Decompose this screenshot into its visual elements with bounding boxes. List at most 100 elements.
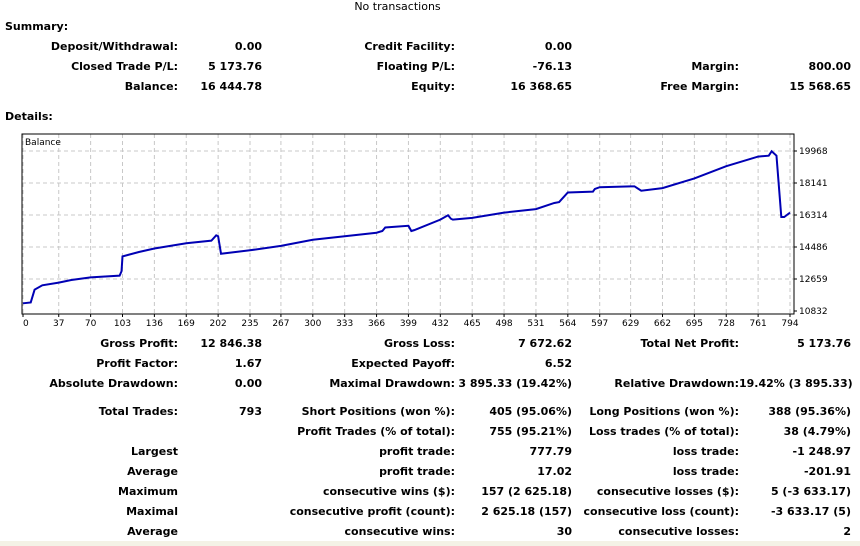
details-row: Profit Factor: 1.67 Expected Payoff: 6.52: [0, 357, 860, 371]
label-cell: Largest: [131, 445, 178, 458]
value-cell: 5 173.76: [797, 337, 851, 350]
label-cell: consecutive profit (count):: [289, 505, 455, 518]
value-cell: 6.52: [544, 357, 572, 370]
chart-frame: [21, 133, 795, 315]
x-tick-label: 202: [210, 319, 227, 329]
x-tick-label: 399: [400, 319, 417, 329]
label-cell: Maximal Drawdown:: [329, 377, 455, 390]
x-tick-label: 235: [241, 319, 258, 329]
x-tick-label: 366: [368, 319, 385, 329]
summary-row: Balance: 16 444.78 Equity: 16 368.65 Free Ma…: [0, 80, 860, 94]
label-cell: Credit Facility:: [364, 40, 455, 53]
y-tick-label: 12659: [799, 275, 828, 285]
label-cell: Gross Loss:: [384, 337, 455, 350]
label-cell: Margin:: [691, 60, 739, 73]
value-cell: 755 (95.21%): [489, 425, 572, 438]
label-cell: Long Positions (won %):: [589, 405, 739, 418]
x-tick-label: 103: [114, 319, 131, 329]
value-cell: 405 (95.06%): [489, 405, 572, 418]
no-transactions-text: No transactions: [354, 0, 441, 13]
label-cell: Gross Profit:: [100, 337, 178, 350]
details-row: Average profit trade: 17.02 loss trade: -201…: [0, 465, 860, 479]
value-cell: 0.00: [234, 40, 262, 53]
balance-line: [22, 149, 791, 305]
x-tick-label: 761: [750, 319, 767, 329]
value-cell: 16 444.78: [200, 80, 262, 93]
label-cell: Short Positions (won %):: [301, 405, 455, 418]
value-cell: -3 633.17 (5): [770, 505, 851, 518]
label-cell: Free Margin:: [660, 80, 739, 93]
label-cell: consecutive losses:: [618, 525, 739, 538]
label-cell: Equity:: [411, 80, 455, 93]
x-tick-label: 300: [304, 319, 321, 329]
details-row: Profit Trades (% of total): 755 (95.21%) L…: [0, 425, 860, 439]
label-cell: profit trade:: [379, 445, 455, 458]
label-cell: Relative Drawdown:: [614, 377, 739, 390]
label-cell: Total Net Profit:: [640, 337, 740, 350]
value-cell: 1.67: [234, 357, 262, 370]
x-tick-label: 531: [527, 319, 544, 329]
value-cell: 30: [556, 525, 572, 538]
x-tick-label: 432: [432, 319, 449, 329]
label-cell: Average: [127, 465, 178, 478]
value-cell: 0.00: [234, 377, 262, 390]
x-tick-label: 695: [686, 319, 703, 329]
chart-title: Balance: [25, 138, 61, 148]
summary-row: Closed Trade P/L: 5 173.76 Floating P/L: -7…: [0, 60, 860, 74]
label-cell: loss trade:: [672, 465, 739, 478]
x-tick-label: 662: [654, 319, 671, 329]
value-cell: 388 (95.36%): [768, 405, 851, 418]
label-cell: consecutive losses ($):: [596, 485, 739, 498]
value-cell: 2 625.18 (157): [481, 505, 572, 518]
x-tick-label: 70: [85, 319, 97, 329]
value-cell: 157 (2 625.18): [481, 485, 572, 498]
label-cell: Average: [127, 525, 178, 538]
value-cell: -1 248.97: [792, 445, 852, 458]
label-cell: Expected Payoff:: [351, 357, 455, 370]
label-cell: profit trade:: [379, 465, 455, 478]
x-tick-label: 37: [53, 319, 64, 329]
y-tick-label: 16314: [799, 211, 828, 221]
details-row: Largest profit trade: 777.79 loss trade: -1 …: [0, 445, 860, 459]
value-cell: 38 (4.79%): [783, 425, 851, 438]
summary-row: Deposit/Withdrawal: 0.00 Credit Facility: 0…: [0, 40, 860, 54]
y-tick-label: 19968: [799, 147, 828, 157]
details-row: Maximal consecutive profit (count): 2 625.…: [0, 505, 860, 519]
details-row: Absolute Drawdown: 0.00 Maximal Drawdown: 3…: [0, 377, 860, 391]
x-tick-label: 498: [495, 319, 512, 329]
value-cell: 17.02: [537, 465, 572, 478]
value-cell: 19.42% (3 895.33): [739, 377, 853, 390]
value-cell: 5 173.76: [208, 60, 262, 73]
details-heading: Details:: [5, 110, 53, 123]
label-cell: Total Trades:: [98, 405, 178, 418]
value-cell: 15 568.65: [789, 80, 851, 93]
label-cell: Floating P/L:: [376, 60, 455, 73]
x-tick-label: 564: [559, 319, 576, 329]
label-cell: Maximum: [118, 485, 178, 498]
value-cell: 12 846.38: [200, 337, 262, 350]
label-cell: loss trade:: [672, 445, 739, 458]
value-cell: 777.79: [529, 445, 572, 458]
details-row: Total Trades: 793 Short Positions (won %):…: [0, 405, 860, 419]
summary-heading: Summary:: [5, 20, 69, 33]
value-cell: 3 895.33 (19.42%): [458, 377, 572, 390]
details-row: Maximum consecutive wins ($): 157 (2 625.1…: [0, 485, 860, 499]
x-tick-label: 465: [464, 319, 481, 329]
label-cell: Loss trades (% of total):: [588, 425, 739, 438]
value-cell: 2: [843, 525, 851, 538]
value-cell: 793: [239, 405, 262, 418]
label-cell: Balance:: [124, 80, 178, 93]
balance-chart: 0 37 70 103 136 169 202 235 267 300 333 366 399 432 46…: [21, 133, 828, 329]
x-tick-label: 728: [718, 319, 735, 329]
x-tick-label: 597: [591, 319, 608, 329]
value-cell: 16 368.65: [510, 80, 572, 93]
x-tick-label: 267: [272, 319, 289, 329]
y-tick-label: 18141: [799, 179, 828, 189]
value-cell: 0.00: [544, 40, 572, 53]
x-tick-label: 169: [178, 319, 195, 329]
label-cell: Deposit/Withdrawal:: [50, 40, 178, 53]
label-cell: Maximal: [126, 505, 178, 518]
label-cell: Profit Trades (% of total):: [297, 425, 455, 438]
label-cell: Closed Trade P/L:: [71, 60, 178, 73]
value-cell: -76.13: [532, 60, 572, 73]
